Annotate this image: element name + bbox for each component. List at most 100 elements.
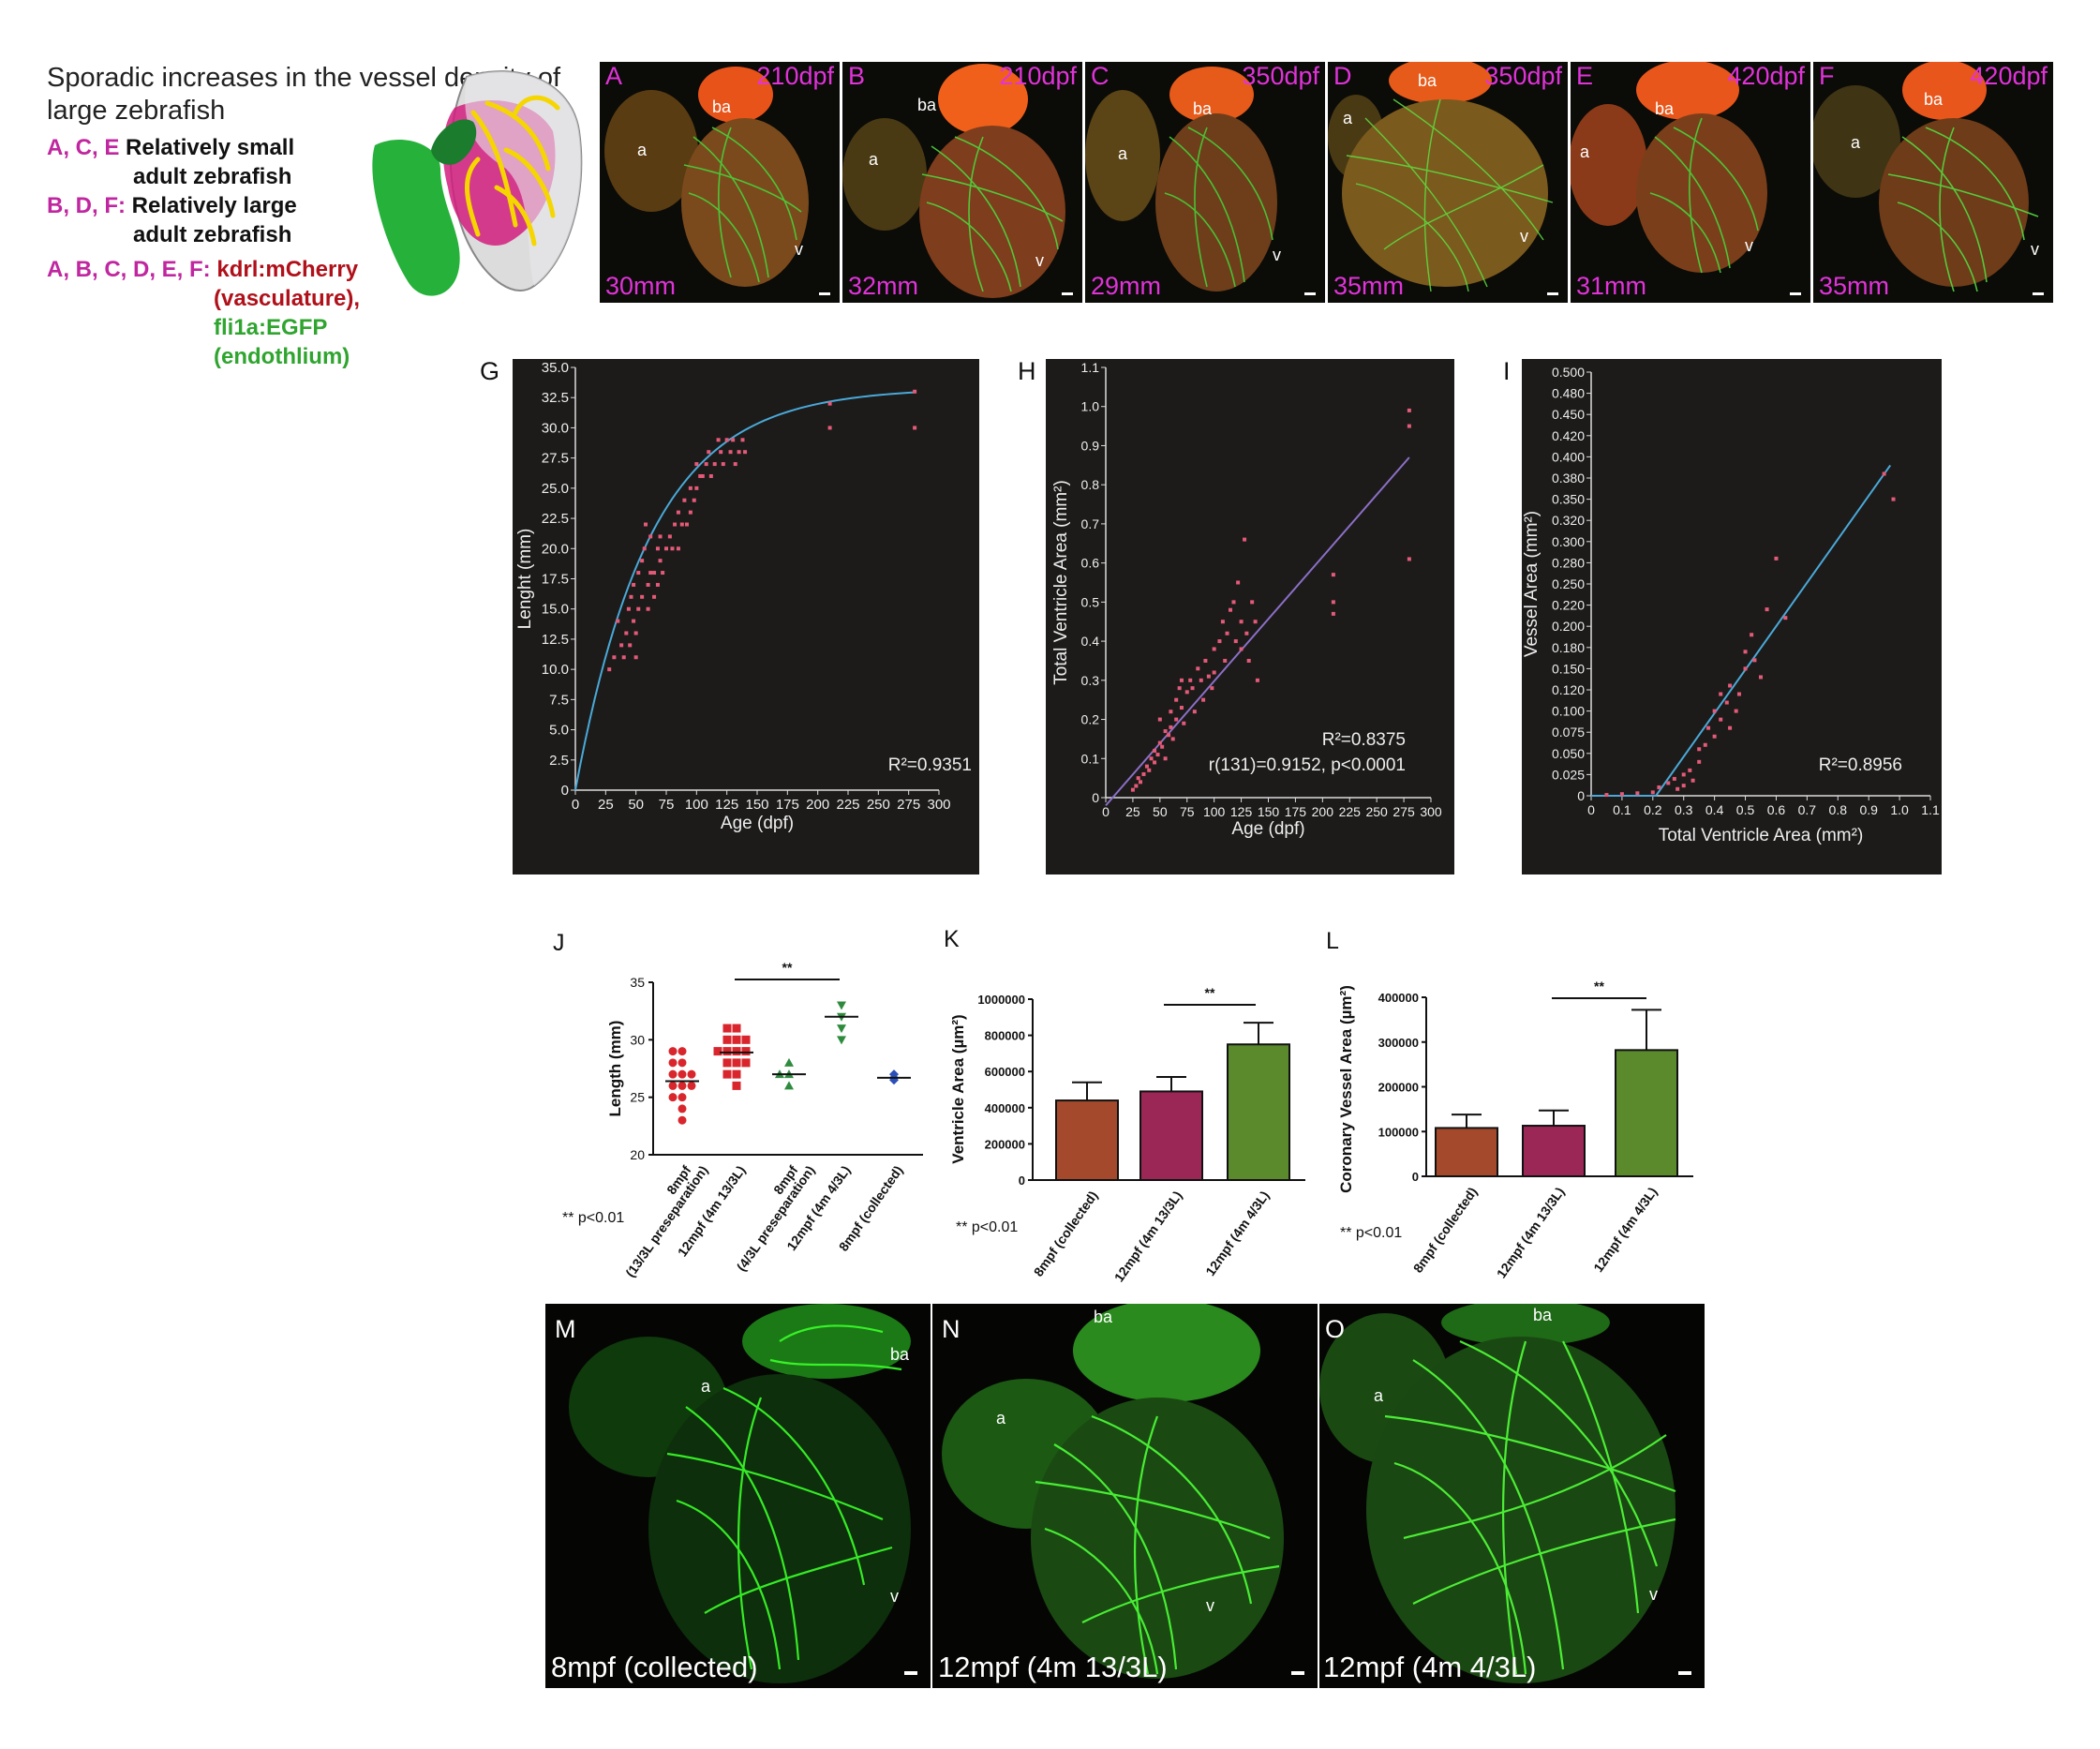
- chart-H-letter: H: [1018, 357, 1036, 385]
- chart-L-category-label: 8mpf (collected): [1410, 1185, 1481, 1276]
- chart-J-data-point: [722, 1069, 732, 1079]
- chart-H-data-point: [1250, 600, 1255, 605]
- chart-I-data-point: [1672, 776, 1676, 781]
- chart-I-data-point: [1743, 650, 1748, 654]
- chart-H-x-tick-label: 300: [1420, 804, 1442, 819]
- legend-row-2-letters: B, D, F:: [47, 193, 126, 218]
- label-ba-B: ba: [917, 96, 937, 114]
- chart-J-data-point: [668, 1081, 678, 1090]
- chart-H-x-tick-label: 200: [1312, 804, 1334, 819]
- chart-G-data-point: [708, 473, 713, 478]
- chart-G-data-point: [698, 473, 703, 478]
- chart-G-y-axis-label: Lenght (mm): [515, 529, 535, 630]
- caption-O: 12mpf (4m 4/3L): [1323, 1651, 1537, 1683]
- chart-H-data-point: [1217, 639, 1222, 644]
- chart-H-data-point: [1220, 620, 1225, 624]
- chart-I-x-tick-label: 0.3: [1675, 802, 1693, 817]
- chart-I-data-point: [1728, 683, 1733, 688]
- chart-J-data-point: [668, 1069, 678, 1079]
- chart-H-x-tick-label: 250: [1365, 804, 1388, 819]
- chart-G-y-tick-label: 20.0: [542, 541, 569, 557]
- chart-I-data-point: [1635, 791, 1640, 796]
- chart-H-data-point: [1192, 710, 1197, 714]
- chart-H-background: [1046, 359, 1454, 874]
- chart-H-data-point: [1246, 658, 1251, 663]
- chart-G-annotation: R²=0.9351: [888, 755, 972, 775]
- chart-G-x-tick-label: 125: [715, 797, 738, 813]
- heart-image-D: [1328, 62, 1554, 292]
- chart-H-data-point: [1210, 686, 1214, 691]
- panel-length-D: 35mm: [1333, 272, 1405, 300]
- chart-I-data-point: [1681, 772, 1686, 777]
- chart-K-footnote: ** p<0.01: [956, 1219, 1018, 1235]
- chart-I-x-tick-label: 0.1: [1613, 802, 1631, 817]
- chart-G-data-point: [721, 462, 725, 467]
- chart-G-data-point: [670, 546, 675, 551]
- chart-G-data-point: [682, 498, 687, 502]
- panel-age-C: 350dpf: [1242, 62, 1319, 90]
- chart-K: K 0 200000 400000 600000 800000 1000000 Ventric…: [944, 926, 1305, 1284]
- chart-K-y-tick-label: 600000: [985, 1065, 1025, 1079]
- panel-length-C: 29mm: [1091, 272, 1162, 300]
- panel-letter-C: C: [1091, 62, 1110, 90]
- chart-I-data-point: [1706, 725, 1711, 730]
- panel-letter-F: F: [1819, 62, 1835, 90]
- legend-row-1: A, C, E Relatively small: [47, 133, 360, 162]
- chart-I-data-point: [1719, 717, 1723, 722]
- chart-J-data-point: [668, 1058, 678, 1068]
- chart-I-fit-line: [1591, 464, 1892, 797]
- chart-L-category-label: 12mpf (4m 13/3L): [1494, 1185, 1568, 1281]
- chart-H-data-point: [1331, 600, 1335, 605]
- chart-H-y-tick-label: 1.1: [1081, 360, 1100, 375]
- chart-I-data-point: [1697, 759, 1702, 764]
- chart-L-significance-marker: **: [1594, 979, 1604, 994]
- chart-H-y-tick-label: 0.5: [1081, 594, 1100, 609]
- chart-H-data-point: [1331, 573, 1335, 577]
- chart-H-data-point: [1174, 717, 1179, 722]
- panel-length-E: 31mm: [1576, 272, 1647, 300]
- chart-I-data-point: [1712, 734, 1717, 739]
- chart-I-data-point: [1724, 700, 1729, 705]
- label-ba-C: ba: [1193, 99, 1213, 118]
- chart-G-x-tick-label: 300: [927, 797, 950, 813]
- chart-I-x-tick-label: 0.4: [1705, 802, 1724, 817]
- chart-H-data-point: [1155, 753, 1160, 757]
- chart-J-data-point: [732, 1081, 741, 1090]
- chart-G-y-tick-label: 2.5: [549, 753, 569, 769]
- chart-I-y-tick-label: 0.220: [1552, 598, 1585, 613]
- panel-age-E: 420dpf: [1727, 62, 1805, 90]
- chart-L-bar: [1522, 1125, 1586, 1177]
- chart-G: G 0 25 50 75 100 125 150 175 200 225 250 275 300 0 2.5 5…: [480, 357, 979, 874]
- scale-bar-B: [1062, 292, 1073, 295]
- micrograph-N: N 12mpf (4m 13/3L) ba a v: [932, 1304, 1318, 1688]
- chart-H-data-point: [1184, 690, 1189, 695]
- chart-H-x-tick-label: 175: [1285, 804, 1307, 819]
- chart-J-y-tick-label: 25: [630, 1090, 645, 1105]
- chart-H-data-point: [1231, 600, 1236, 605]
- chart-H-data-point: [1206, 674, 1211, 679]
- chart-J-data-point: [784, 1081, 794, 1090]
- chart-H-data-point: [1149, 756, 1154, 761]
- chart-K-y-tick-label: 0: [1019, 1173, 1025, 1188]
- micrograph-E: E 420dpf 31mm ba a v: [1571, 62, 1810, 303]
- scale-bar-C: [1304, 292, 1316, 295]
- chart-H-data-point: [1163, 729, 1168, 734]
- panel-age-F: 420dpf: [1970, 62, 2048, 90]
- heart-image-F: [1813, 62, 2039, 292]
- chart-H-data-point: [1196, 666, 1200, 671]
- panel-letter-A: A: [605, 62, 623, 90]
- legend-row-3: A, B, C, D, E, F: kdrl:mCherry: [47, 255, 360, 284]
- legend-row-1-text-2: adult zebrafish: [133, 164, 292, 189]
- chart-G-data-point: [673, 522, 678, 527]
- chart-J-data-point: [678, 1058, 687, 1068]
- caption-N: 12mpf (4m 13/3L): [938, 1651, 1168, 1683]
- chart-G-data-point: [624, 631, 629, 635]
- chart-I-y-tick-label: 0.300: [1552, 534, 1585, 549]
- chart-J-data-point: [837, 1024, 846, 1034]
- panel-age-B: 210dpf: [999, 62, 1077, 90]
- chart-K-category-label: 12mpf (4m 13/3L): [1111, 1188, 1185, 1285]
- chart-K-bar: [1139, 1090, 1203, 1182]
- label-ba-O: ba: [1533, 1306, 1553, 1324]
- chart-H-annotation: R²=0.8375: [1322, 730, 1406, 750]
